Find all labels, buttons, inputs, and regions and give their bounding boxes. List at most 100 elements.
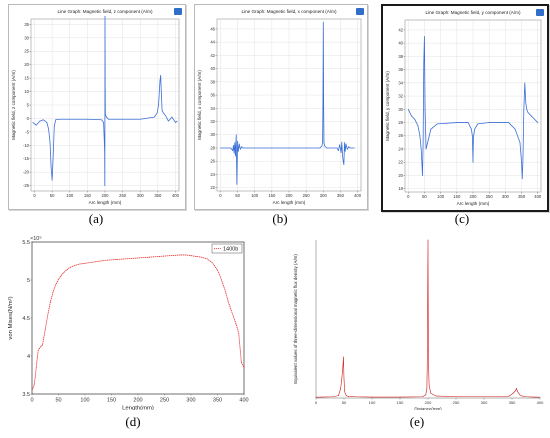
x-tick-label: 250 xyxy=(303,193,311,198)
x-tick-label: 250 xyxy=(486,194,494,199)
x-axis-label: Length(mm) xyxy=(122,406,154,411)
data-point xyxy=(338,150,339,151)
data-point xyxy=(426,388,428,389)
data-point xyxy=(411,115,412,117)
window-close-icon[interactable] xyxy=(356,8,364,15)
data-point xyxy=(217,269,218,271)
data-point xyxy=(424,36,425,37)
data-point xyxy=(60,275,62,276)
x-tick-label: 350 xyxy=(154,193,162,198)
panel-label: (a) xyxy=(88,211,104,226)
series-line xyxy=(220,21,355,185)
data-point xyxy=(105,259,107,261)
data-point xyxy=(472,148,474,150)
data-point xyxy=(63,272,65,273)
x-tick-label: 150 xyxy=(84,193,92,198)
window-close-icon[interactable] xyxy=(174,8,182,15)
data-point xyxy=(521,395,523,397)
data-point xyxy=(514,128,516,130)
data-point xyxy=(437,123,438,125)
data-point xyxy=(519,142,521,143)
data-point xyxy=(436,395,437,397)
data-point xyxy=(233,145,234,146)
x-tick-label: 0 xyxy=(315,400,318,405)
x-tick-label: 100 xyxy=(66,193,74,198)
plot-area xyxy=(31,241,245,395)
panel-label: (e) xyxy=(409,414,425,429)
x-tick-label: 200 xyxy=(133,398,142,404)
data-point xyxy=(534,396,535,398)
data-point xyxy=(341,141,343,143)
data-point xyxy=(74,265,75,266)
data-point xyxy=(175,122,176,123)
chart-a: Line Graph: Magnetic field, z component … xyxy=(11,9,180,205)
y-tick-label: 20 xyxy=(398,173,403,178)
data-point xyxy=(168,120,169,122)
data-point xyxy=(156,112,158,114)
data-point xyxy=(323,142,325,144)
data-point xyxy=(326,147,328,149)
data-point xyxy=(423,62,425,64)
panel-label: (c) xyxy=(454,211,470,226)
data-point xyxy=(534,118,535,120)
x-tick-label: 50 xyxy=(55,398,61,404)
data-point xyxy=(127,258,128,260)
data-point xyxy=(414,118,416,120)
data-point xyxy=(344,392,346,394)
data-point xyxy=(49,142,51,143)
series-line xyxy=(315,239,541,398)
y-tick-label: 4.5 xyxy=(22,316,30,322)
data-point xyxy=(58,118,60,120)
data-point xyxy=(53,126,55,127)
y-tick-label: 24 xyxy=(398,146,403,151)
data-point xyxy=(512,392,514,394)
y-tick-label: 32 xyxy=(210,119,215,124)
data-point xyxy=(348,396,349,397)
data-point xyxy=(521,178,523,180)
x-tick-label: 400 xyxy=(354,193,362,198)
data-point xyxy=(40,346,41,348)
y-tick-label: 36 xyxy=(210,93,215,98)
x-tick-label: 0 xyxy=(407,194,410,199)
data-point xyxy=(41,345,42,347)
data-point xyxy=(161,93,162,95)
data-point xyxy=(427,350,428,351)
data-point xyxy=(420,148,422,150)
series-line xyxy=(407,36,539,180)
data-point xyxy=(185,254,187,256)
data-point xyxy=(235,323,237,325)
data-point xyxy=(52,155,54,157)
data-point xyxy=(427,326,429,328)
data-point xyxy=(456,122,458,123)
x-tick-label: 350 xyxy=(337,193,345,198)
window-close-icon[interactable] xyxy=(536,9,544,16)
data-point xyxy=(516,388,517,389)
data-point xyxy=(34,376,36,378)
data-point xyxy=(52,291,54,292)
data-point xyxy=(44,329,46,330)
x-tick-label: 0 xyxy=(219,193,222,198)
data-point xyxy=(36,357,38,358)
x-tick-label: 150 xyxy=(397,400,404,405)
data-point xyxy=(343,164,345,165)
data-point xyxy=(158,104,159,106)
y-tick-label: 10 xyxy=(24,89,29,94)
data-point xyxy=(101,119,102,121)
x-tick-label: 200 xyxy=(286,193,294,198)
data-point xyxy=(153,116,155,118)
data-point xyxy=(340,388,341,389)
y-tick-label: 36 xyxy=(398,67,403,72)
data-point xyxy=(108,118,109,120)
x-tick-label: 50 xyxy=(235,193,240,198)
y-tick-label: 30 xyxy=(210,132,215,137)
data-point xyxy=(244,147,245,149)
x-tick-label: 200 xyxy=(425,400,432,405)
data-point xyxy=(230,308,232,310)
data-point xyxy=(105,114,106,115)
data-point xyxy=(343,356,344,358)
data-point xyxy=(508,395,510,397)
x-tick-label: 350 xyxy=(509,400,516,405)
data-point xyxy=(122,118,123,120)
data-point xyxy=(220,147,221,149)
data-point xyxy=(339,144,341,146)
